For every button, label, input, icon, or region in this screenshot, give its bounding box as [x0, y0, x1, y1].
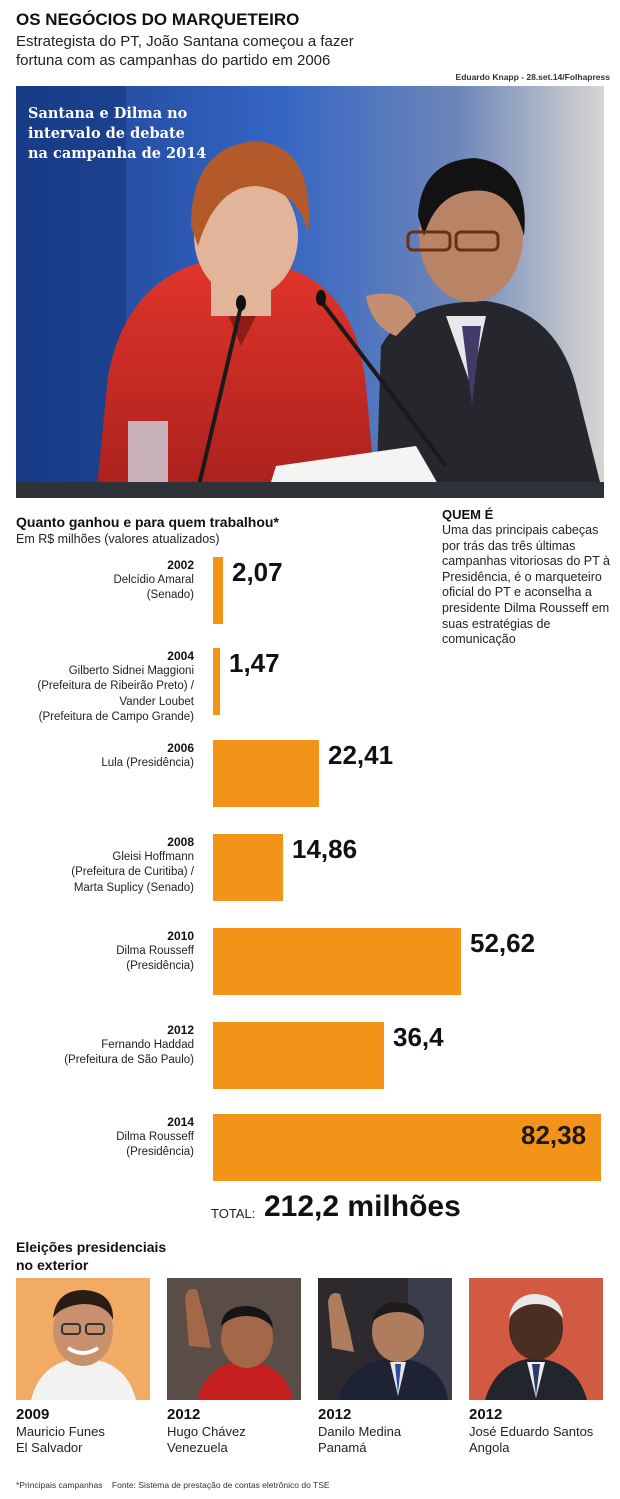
- bar: [213, 1022, 384, 1089]
- quem-e-text: Uma das principais cabeças por trás das …: [442, 523, 610, 647]
- candidate-label: Danilo Medina Panamá: [318, 1424, 402, 1455]
- photo-jose-eduardo-santos: [469, 1278, 603, 1400]
- category-year: 2012: [167, 1023, 194, 1037]
- photo-danilo-medina: [318, 1278, 452, 1400]
- election-year: 2009: [16, 1406, 50, 1423]
- photo-caption: Santana e Dilma no intervalo de debate n…: [28, 105, 207, 162]
- category-year: 2006: [167, 741, 194, 755]
- category-year: 2010: [167, 929, 194, 943]
- photo-mauricio-funes: [16, 1278, 150, 1400]
- source: Fonte: Sistema de prestação de contas el…: [111, 1480, 330, 1490]
- main-photo: [16, 86, 604, 498]
- bar: [213, 557, 223, 624]
- bar: [213, 740, 319, 807]
- candidate-label: Mauricio Funes El Salvador: [16, 1424, 105, 1455]
- candidate-label: Hugo Chávez Venezuela: [167, 1424, 246, 1455]
- photo-hugo-chavez: [167, 1278, 301, 1400]
- value-label: 1,47: [229, 648, 280, 678]
- category-year: 2014: [167, 1115, 194, 1129]
- category-year: 2002: [167, 558, 194, 572]
- value-label: 52,62: [470, 928, 536, 958]
- chart-subtitle: Em R$ milhões (valores atualizados): [16, 532, 220, 546]
- value-label: 82,38: [521, 1120, 587, 1150]
- category-label: Delcídio Amaral (Senado): [113, 574, 194, 602]
- category-label: Dilma Rousseff (Presidência): [116, 1131, 194, 1159]
- abroad-title: Eleições presidenciais no exterior: [16, 1239, 167, 1273]
- candidate-label: José Eduardo Santos Angola: [469, 1424, 594, 1455]
- headline: OS NEGÓCIOS DO MARQUETEIRO: [16, 10, 300, 29]
- election-year: 2012: [469, 1406, 503, 1423]
- footer: *Principais campanhas Fonte: Sistema de …: [16, 1480, 330, 1490]
- bar: [213, 1114, 601, 1181]
- value-label: 22,41: [328, 740, 394, 770]
- photo-credit: Eduardo Knapp - 28.set.14/Folhapress: [455, 72, 610, 82]
- total-value: 212,2 milhões: [264, 1190, 461, 1223]
- election-year: 2012: [167, 1406, 201, 1423]
- category-label: Gleisi Hoffmann (Prefeitura de Curitiba) …: [71, 851, 194, 894]
- category-year: 2004: [167, 649, 194, 663]
- subheadline: Estrategista do PT, João Santana começou…: [16, 33, 354, 69]
- footnote: *Principais campanhas: [16, 1480, 103, 1490]
- value-label: 2,07: [232, 557, 283, 587]
- bar: [213, 648, 220, 715]
- category-year: 2008: [167, 835, 194, 849]
- category-label: Lula (Presidência): [101, 757, 194, 769]
- category-label: Fernando Haddad (Prefeitura de São Paulo): [64, 1039, 194, 1067]
- category-label: Dilma Rousseff (Presidência): [116, 945, 194, 973]
- bar: [213, 928, 461, 995]
- election-year: 2012: [318, 1406, 352, 1423]
- category-label: Gilberto Sidnei Maggioni (Prefeitura de R…: [37, 665, 194, 724]
- value-label: 14,86: [292, 834, 358, 864]
- total-label: TOTAL:: [211, 1206, 256, 1221]
- chart-title: Quanto ganhou e para quem trabalhou*: [16, 514, 279, 530]
- bar: [213, 834, 283, 901]
- value-label: 36,4: [393, 1022, 444, 1052]
- quem-e-title: QUEM É: [442, 507, 494, 522]
